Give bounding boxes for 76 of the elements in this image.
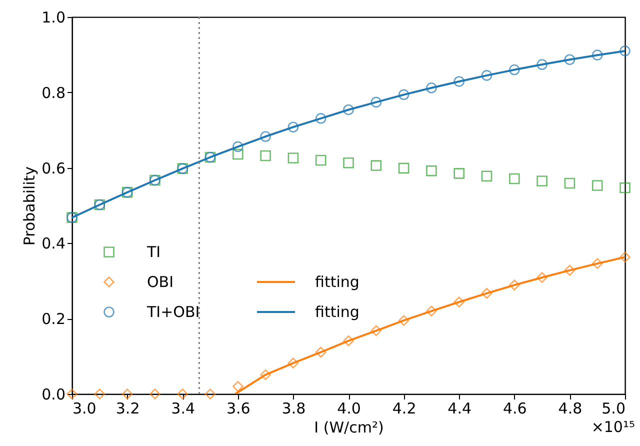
x-tick-label: 4.2 bbox=[392, 400, 416, 418]
point bbox=[122, 388, 133, 400]
x-tick-label: 3.2 bbox=[116, 400, 140, 418]
point bbox=[343, 335, 354, 346]
point bbox=[260, 369, 271, 380]
point bbox=[592, 50, 603, 60]
point bbox=[370, 325, 382, 336]
point bbox=[454, 76, 464, 87]
point bbox=[204, 388, 216, 400]
point bbox=[288, 122, 299, 132]
x-tick-label: 4.0 bbox=[337, 400, 361, 418]
point bbox=[232, 381, 244, 392]
y-tick-label: 0.0 bbox=[42, 386, 66, 404]
legend-label: TI+OBI bbox=[146, 303, 200, 321]
point bbox=[315, 113, 326, 124]
legend-label: TI bbox=[146, 243, 161, 261]
point bbox=[592, 180, 603, 191]
point bbox=[315, 154, 326, 166]
point bbox=[620, 46, 630, 56]
y-axis-title: Probability bbox=[20, 166, 39, 246]
point bbox=[66, 388, 78, 400]
point bbox=[481, 70, 492, 81]
point bbox=[426, 165, 437, 176]
legend-label: OBI bbox=[147, 273, 174, 291]
point bbox=[620, 252, 630, 263]
x-tick-label: 3.4 bbox=[171, 400, 196, 418]
point bbox=[398, 89, 410, 100]
point bbox=[620, 182, 630, 194]
point bbox=[536, 272, 548, 283]
legend-label: fitting bbox=[315, 273, 360, 291]
y-tick-label: 0.6 bbox=[42, 159, 66, 178]
point bbox=[454, 168, 464, 179]
text: ×10¹⁵ bbox=[591, 418, 635, 436]
y-tick-label: 0.8 bbox=[42, 84, 66, 102]
point bbox=[288, 152, 299, 164]
point bbox=[288, 358, 299, 368]
point bbox=[564, 178, 576, 189]
point bbox=[232, 141, 244, 152]
point bbox=[232, 148, 244, 160]
point bbox=[481, 288, 492, 299]
point bbox=[370, 160, 382, 171]
point bbox=[509, 173, 520, 184]
point bbox=[592, 258, 603, 269]
point bbox=[564, 264, 576, 276]
point bbox=[536, 59, 548, 70]
point bbox=[426, 306, 437, 316]
point bbox=[426, 82, 437, 94]
x-tick-label: 4.4 bbox=[448, 400, 472, 418]
y-tick-label: 0.2 bbox=[42, 310, 66, 328]
point bbox=[481, 170, 492, 182]
point bbox=[343, 104, 354, 116]
point bbox=[260, 131, 271, 142]
point bbox=[536, 176, 548, 186]
x-tick-label: 3.0 bbox=[72, 400, 96, 418]
x-tick-label: 5.0 bbox=[602, 400, 626, 418]
point bbox=[150, 388, 160, 400]
x-tick-label: 3.6 bbox=[226, 400, 250, 418]
point bbox=[370, 96, 382, 108]
x-tick-label: 4.6 bbox=[502, 400, 527, 418]
x-tick-label: 4.8 bbox=[558, 400, 582, 418]
point bbox=[177, 388, 188, 400]
point bbox=[398, 162, 410, 174]
point bbox=[564, 54, 576, 65]
y-tick-label: 1.0 bbox=[42, 8, 66, 26]
point bbox=[94, 388, 106, 400]
x-tick-label: 3.8 bbox=[282, 400, 306, 418]
point bbox=[509, 280, 520, 290]
point bbox=[454, 296, 464, 308]
y-tick-label: 0.4 bbox=[42, 234, 66, 253]
point bbox=[315, 346, 326, 358]
point bbox=[343, 158, 354, 168]
point bbox=[509, 64, 520, 76]
point bbox=[260, 150, 271, 162]
point bbox=[398, 315, 410, 326]
x-axis-title: I (W/cm²) bbox=[314, 418, 384, 436]
legend-label: fitting bbox=[315, 303, 360, 321]
